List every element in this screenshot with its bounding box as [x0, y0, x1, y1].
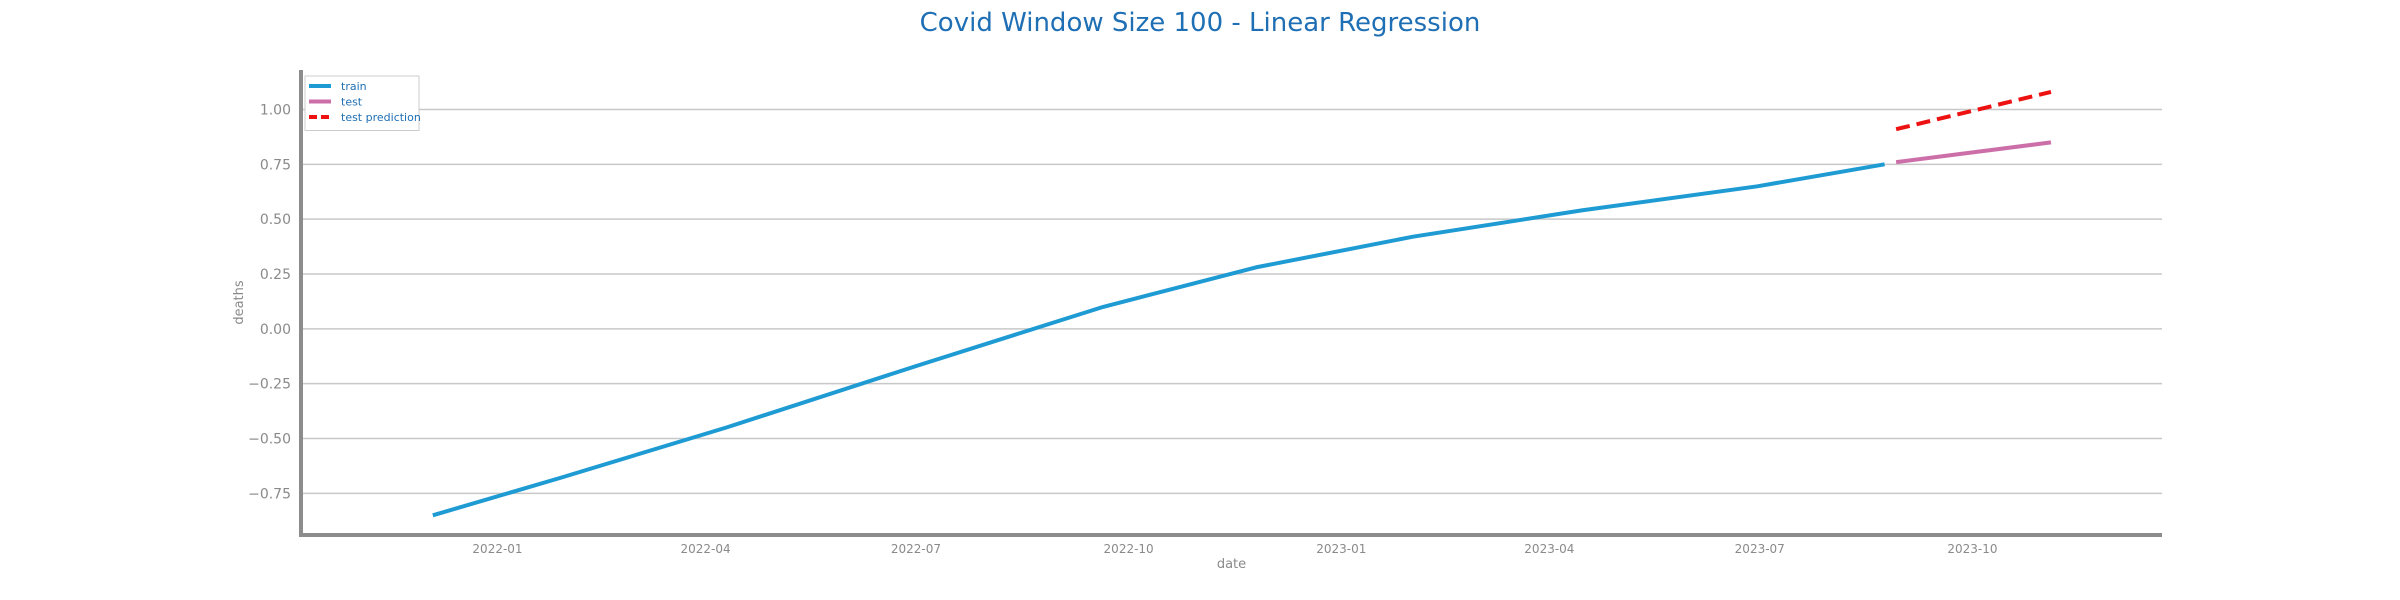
chart-title: Covid Window Size 100 - Linear Regressio…: [920, 8, 1481, 38]
y-tick-label: −0.50: [248, 431, 291, 447]
y-tick-label: 0.50: [260, 212, 291, 228]
legend-label: test prediction: [341, 111, 421, 124]
y-tick-label: 0.00: [260, 322, 291, 338]
series-line-train: [432, 162, 1885, 518]
y-tick-label: 0.25: [260, 267, 291, 283]
legend-label: train: [341, 80, 367, 93]
y-tick-label: −0.75: [248, 486, 291, 502]
x-tick-label: 2023-04: [1524, 542, 1574, 556]
x-tick-label: 2023-07: [1735, 542, 1785, 556]
series-line-test-prediction: [1895, 89, 2052, 132]
series-line-test: [1895, 140, 2052, 165]
legend: train test test prediction: [304, 75, 421, 131]
series-layer: [432, 89, 2052, 518]
x-tick-label: 2022-10: [1104, 542, 1154, 556]
y-tick-label: 0.75: [260, 157, 291, 173]
x-axis-label: date: [1217, 557, 1246, 572]
x-tick-label: 2023-10: [1947, 542, 1997, 556]
legend-label: test: [341, 96, 363, 109]
x-tick-label: 2022-07: [891, 542, 941, 556]
y-tick-label: 1.00: [260, 102, 291, 118]
tick-layer: 1.00 0.75 0.50 0.25 0.00 −0.25 −0.50 −0.75 2022-…: [248, 102, 1997, 556]
y-axis-label: deaths: [232, 280, 247, 325]
grid-layer: [301, 108, 2162, 495]
x-tick-label: 2022-01: [472, 542, 522, 556]
x-tick-label: 2022-04: [680, 542, 730, 556]
y-tick-label: −0.25: [248, 377, 291, 393]
x-tick-label: 2023-01: [1316, 542, 1366, 556]
axes-layer: [299, 70, 2162, 537]
